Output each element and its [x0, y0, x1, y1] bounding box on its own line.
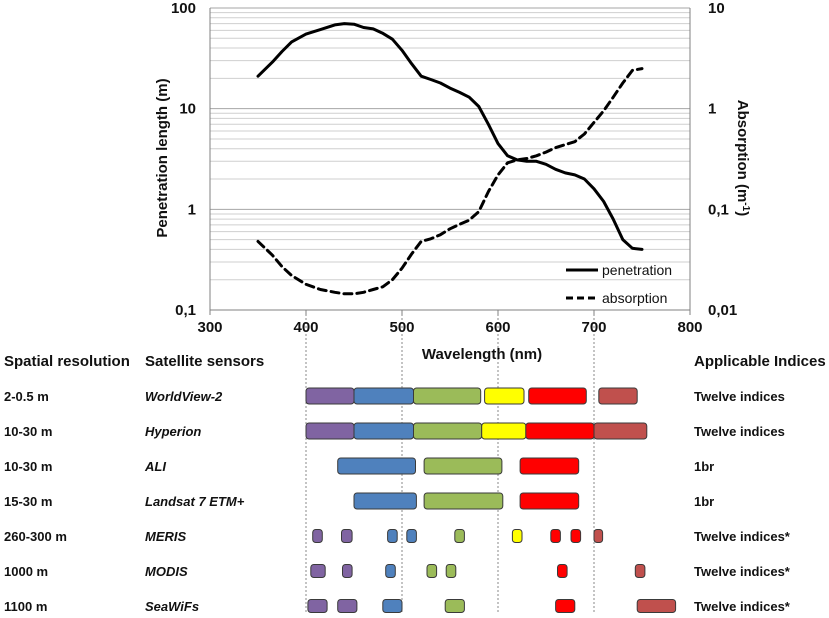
series-lines: [256, 22, 644, 296]
band-bar-green: [444, 599, 465, 613]
band-bar-red: [519, 457, 580, 475]
band-bar-yellow: [484, 387, 525, 405]
header-satellite-sensors: Satellite sensors: [145, 353, 264, 370]
y-right-tick-label: 0,01: [708, 302, 737, 319]
band-bar-red: [525, 422, 595, 440]
y-left-tick-label: 1: [188, 201, 196, 218]
sensor-table: 2-0.5 m WorldView-2 Twelve indices 10-30 m H…: [4, 387, 791, 614]
band-bar-purple: [341, 529, 353, 543]
band-bar-red: [550, 529, 561, 543]
y-left-tick-label: 0,1: [175, 302, 196, 319]
row-sensor: Hyperion: [145, 424, 201, 439]
band-bar-blue: [382, 599, 403, 613]
band-bar-blue: [353, 492, 417, 510]
band-bar-red: [557, 564, 568, 578]
band-bar-blue: [353, 422, 414, 440]
row-sensor: MODIS: [145, 564, 188, 579]
band-bar-green: [445, 564, 457, 578]
band-bar-purple: [305, 422, 355, 440]
series-absorption-line: [256, 67, 644, 296]
band-bar-darkred: [636, 599, 677, 613]
band-bar-green: [413, 387, 482, 405]
band-bar-red: [570, 529, 582, 543]
row-resolution: 260-300 m: [4, 529, 67, 544]
row-indices: 1br: [694, 459, 714, 474]
band-bar-yellow: [481, 422, 527, 440]
y-left-axis-title: Penetration length (m): [154, 78, 171, 237]
band-bar-green: [423, 492, 504, 510]
band-bar-blue: [387, 529, 398, 543]
legend-label-penetration: penetration: [602, 262, 672, 278]
row-sensor: MERIS: [145, 529, 187, 544]
band-bar-red: [528, 387, 587, 405]
row-indices: Twelve indices: [694, 424, 785, 439]
x-tick-label: 300: [197, 319, 222, 336]
band-bar-purple: [307, 599, 328, 613]
row-indices: Twelve indices*: [694, 529, 791, 544]
y-right-tick-label: 0,1: [708, 201, 729, 218]
band-bar-darkred: [598, 387, 638, 405]
header-applicable-indices: Applicable Indices: [694, 353, 826, 370]
y-right-axis-title-close: ): [734, 211, 751, 216]
x-tick-label: 700: [581, 319, 606, 336]
band-bar-green: [454, 529, 465, 543]
legend: penetration absorption: [566, 262, 672, 306]
axes: [209, 8, 691, 315]
band-bar-purple: [312, 529, 323, 543]
y-right-tick-label: 1: [708, 101, 716, 118]
row-indices: Twelve indices*: [694, 599, 791, 614]
band-bar-blue: [406, 529, 417, 543]
band-bar-green: [413, 422, 483, 440]
band-bar-purple: [337, 599, 358, 613]
row-indices: Twelve indices: [694, 389, 785, 404]
x-axis-title: Wavelength (nm): [422, 346, 542, 363]
y-right-axis-title-text: Absorption (m: [734, 100, 751, 203]
legend-label-absorption: absorption: [602, 290, 667, 306]
tick-labels: 300 400 500 600 700 800 0,1 1 10 100 0,01 0,1 1 10: [171, 0, 737, 336]
row-resolution: 2-0.5 m: [4, 389, 49, 404]
band-bar-purple: [310, 564, 326, 578]
row-indices: 1br: [694, 494, 714, 509]
band-bar-red: [519, 492, 580, 510]
header-spatial-resolution: Spatial resolution: [4, 353, 130, 370]
series-penetration-line: [256, 22, 644, 251]
row-resolution: 10-30 m: [4, 459, 52, 474]
y-right-axis-title: Absorption (m-1): [734, 100, 752, 216]
row-resolution: 15-30 m: [4, 494, 52, 509]
band-bar-blue: [337, 457, 417, 475]
band-bar-darkred: [593, 529, 604, 543]
y-right-tick-label: 10: [708, 0, 725, 17]
y-left-tick-label: 10: [179, 101, 196, 118]
row-resolution: 1000 m: [4, 564, 48, 579]
x-tick-label: 600: [485, 319, 510, 336]
row-sensor: SeaWiFs: [145, 599, 199, 614]
band-bar-darkred: [634, 564, 646, 578]
row-sensor: WorldView-2: [145, 389, 223, 404]
row-resolution: 10-30 m: [4, 424, 52, 439]
band-bar-blue: [353, 387, 414, 405]
band-bar-green: [423, 457, 503, 475]
band-bar-blue: [385, 564, 396, 578]
y-left-tick-label: 100: [171, 0, 196, 17]
band-bar-yellow: [511, 529, 523, 543]
band-bar-green: [426, 564, 438, 578]
row-sensor: Landsat 7 ETM+: [145, 494, 245, 509]
row-resolution: 1100 m: [4, 599, 47, 614]
row-sensor: ALI: [144, 459, 166, 474]
band-bar-red: [555, 599, 576, 613]
x-tick-label: 800: [677, 319, 702, 336]
band-bar-purple: [342, 564, 353, 578]
x-tick-label: 500: [389, 319, 414, 336]
y-right-axis-title-sup: -1: [741, 202, 752, 211]
band-bar-purple: [305, 387, 355, 405]
band-bar-darkred: [593, 422, 648, 440]
x-tick-label: 400: [293, 319, 318, 336]
gridlines: [210, 7, 690, 311]
row-indices: Twelve indices*: [694, 564, 791, 579]
